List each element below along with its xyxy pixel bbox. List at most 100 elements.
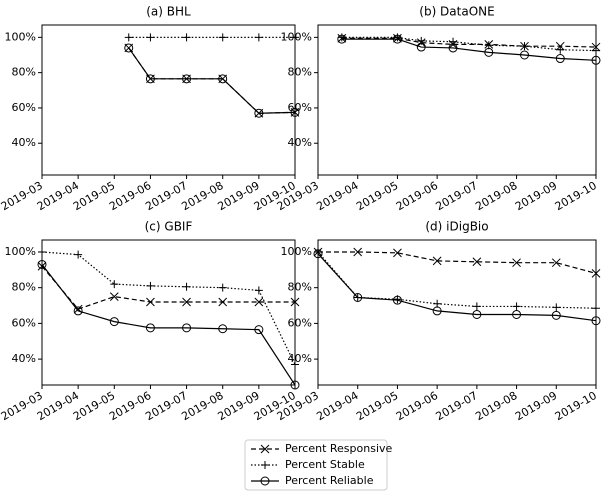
marker xyxy=(182,297,191,307)
marker xyxy=(290,380,300,390)
chart-title: (c) GBIF xyxy=(145,220,193,234)
marker xyxy=(337,34,347,44)
chart-title: (b) DataONE xyxy=(419,5,494,19)
marker xyxy=(484,47,494,57)
plot-frame xyxy=(317,239,597,386)
marker xyxy=(512,302,521,311)
series-line xyxy=(128,47,296,114)
marker xyxy=(218,324,228,334)
series-line xyxy=(317,253,597,322)
marker xyxy=(591,55,601,65)
marker xyxy=(592,46,600,55)
y-tick-label: 40% xyxy=(288,352,312,365)
y-tick-label: 60% xyxy=(288,101,312,114)
marker xyxy=(73,306,83,316)
legend-label: Percent Responsive xyxy=(285,442,393,455)
marker xyxy=(124,33,133,42)
y-tick-label: 100% xyxy=(281,245,312,258)
series-line xyxy=(41,264,296,386)
marker xyxy=(551,258,561,268)
marker xyxy=(260,476,270,486)
marker xyxy=(555,54,565,64)
series-line xyxy=(318,251,597,274)
marker xyxy=(432,256,442,266)
marker xyxy=(416,42,426,52)
x-tick-label: 2019-04 xyxy=(314,389,360,423)
marker xyxy=(260,444,270,454)
marker xyxy=(38,247,46,256)
y-tick-label: 40% xyxy=(12,136,36,149)
x-tick-label: 2019-05 xyxy=(354,179,400,213)
marker xyxy=(145,323,155,333)
marker xyxy=(37,261,47,271)
y-tick-label: 40% xyxy=(288,136,312,149)
y-tick-label: 60% xyxy=(12,316,36,329)
marker xyxy=(556,45,565,54)
y-tick-label: 60% xyxy=(12,101,36,114)
marker xyxy=(392,295,402,305)
y-tick-label: 80% xyxy=(288,281,312,294)
marker xyxy=(146,33,155,42)
marker xyxy=(109,317,119,327)
marker xyxy=(353,293,363,302)
series-line xyxy=(41,265,295,310)
y-tick-label: 100% xyxy=(281,30,312,43)
marker xyxy=(313,249,323,259)
marker xyxy=(110,280,119,289)
marker xyxy=(520,42,529,51)
x-tick-label: 2019-07 xyxy=(434,179,480,213)
marker xyxy=(218,297,228,307)
x-tick-label: 2019-10 xyxy=(553,179,599,213)
marker xyxy=(254,325,264,335)
x-tick-label: 2019-04 xyxy=(314,179,360,213)
y-tick-label: 80% xyxy=(12,281,36,294)
marker xyxy=(512,309,522,319)
legend-box xyxy=(244,439,388,491)
plot-frame xyxy=(41,24,296,176)
marker xyxy=(512,258,521,268)
marker xyxy=(182,74,192,84)
marker xyxy=(472,309,482,319)
marker xyxy=(124,43,134,53)
y-tick-label: 40% xyxy=(12,352,36,365)
marker xyxy=(254,33,263,42)
marker xyxy=(109,292,119,301)
marker xyxy=(448,43,458,53)
marker xyxy=(254,108,264,118)
marker xyxy=(552,303,561,312)
marker xyxy=(592,304,600,313)
x-tick-label: 2019-06 xyxy=(394,179,440,213)
marker xyxy=(392,34,402,44)
plot-frame xyxy=(41,239,296,386)
marker xyxy=(337,33,346,42)
chart-title: (d) iDigBio xyxy=(425,220,488,234)
y-tick-label: 100% xyxy=(5,245,36,258)
marker xyxy=(591,269,601,278)
marker xyxy=(393,248,402,258)
marker xyxy=(254,286,263,295)
marker xyxy=(261,461,269,469)
marker xyxy=(218,33,227,42)
marker xyxy=(291,360,299,369)
marker xyxy=(290,297,300,307)
y-tick-label: 100% xyxy=(5,30,36,43)
marker xyxy=(353,247,363,257)
marker xyxy=(472,302,481,311)
x-tick-label: 2019-05 xyxy=(354,389,400,423)
marker xyxy=(146,297,155,307)
marker xyxy=(551,310,561,320)
marker xyxy=(182,323,192,333)
x-tick-label: 2019-09 xyxy=(513,179,559,213)
marker xyxy=(182,282,191,291)
legend-label: Percent Stable xyxy=(285,458,365,471)
x-tick-label: 2019-07 xyxy=(434,389,480,423)
plot-frame xyxy=(317,24,597,176)
marker xyxy=(74,250,83,259)
legend-label: Percent Reliable xyxy=(285,474,374,487)
marker xyxy=(146,281,155,290)
chart-title: (a) BHL xyxy=(146,5,191,19)
marker xyxy=(218,74,228,84)
x-tick-label: 2019-08 xyxy=(473,179,519,213)
y-tick-label: 80% xyxy=(288,66,312,79)
